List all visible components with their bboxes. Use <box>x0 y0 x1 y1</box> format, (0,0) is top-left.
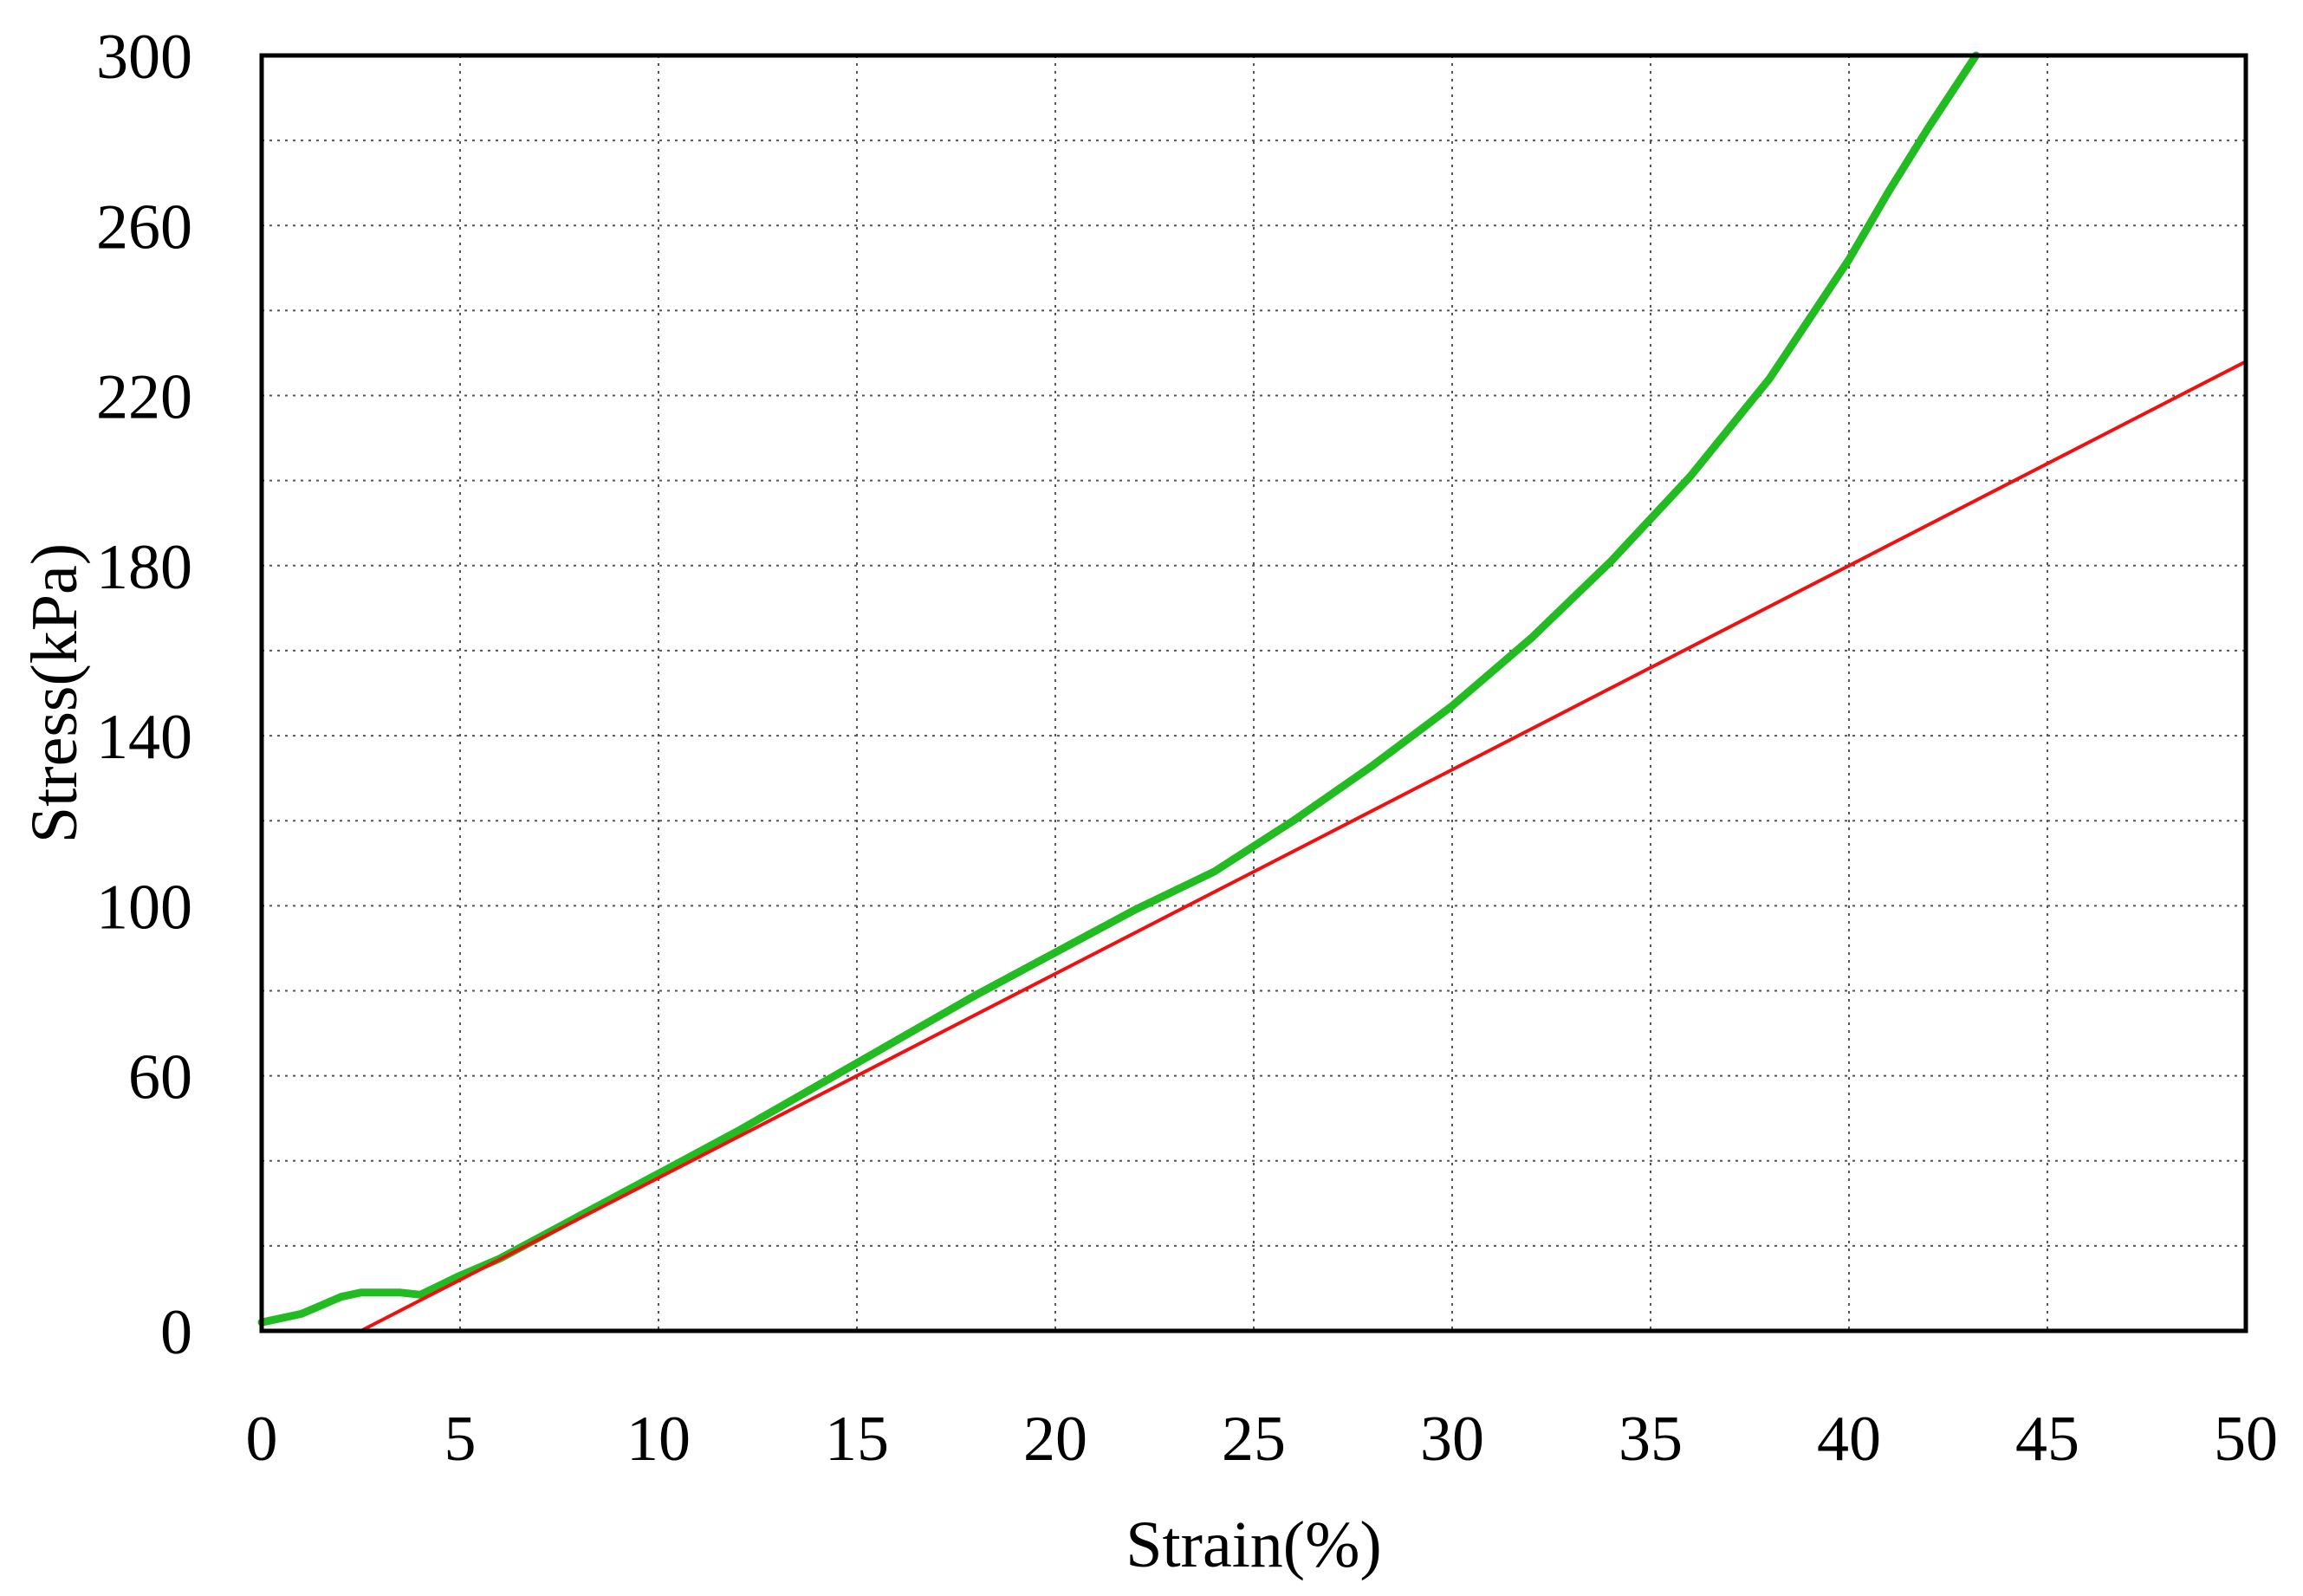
grid-lines <box>262 55 2246 1331</box>
y-tick-label: 100 <box>96 872 192 943</box>
x-tick-label: 20 <box>1023 1404 1087 1475</box>
y-tick-label: 300 <box>96 22 192 93</box>
x-tick-label: 0 <box>246 1404 278 1475</box>
x-tick-label: 5 <box>444 1404 477 1475</box>
y-tick-label: 180 <box>96 532 192 603</box>
x-axis-title: Strain(%) <box>1126 1508 1381 1581</box>
x-tick-label: 35 <box>1619 1404 1683 1475</box>
x-tick-label: 45 <box>2015 1404 2079 1475</box>
axis-ticks: 0 5 10 15 20 25 30 35 40 45 50 0 60 100 140 180 220 260 30… <box>96 22 2278 1475</box>
x-tick-label: 10 <box>626 1404 691 1475</box>
x-tick-label: 40 <box>1817 1404 1881 1475</box>
y-tick-label: 0 <box>160 1297 192 1368</box>
y-tick-label: 140 <box>96 702 192 773</box>
x-tick-label: 25 <box>1222 1404 1286 1475</box>
plot-frame <box>259 53 2248 1333</box>
series-line-0 <box>257 51 1981 1327</box>
x-tick-label: 15 <box>825 1404 889 1475</box>
y-tick-label: 60 <box>128 1042 192 1113</box>
x-tick-label: 50 <box>2214 1404 2278 1475</box>
x-tick-label: 30 <box>1420 1404 1484 1475</box>
y-axis-title: Stress(kPa) <box>18 543 91 843</box>
y-tick-label: 220 <box>96 362 192 433</box>
data-series <box>257 51 2248 1333</box>
series-line-1 <box>359 360 2248 1333</box>
y-tick-label: 260 <box>96 191 192 263</box>
